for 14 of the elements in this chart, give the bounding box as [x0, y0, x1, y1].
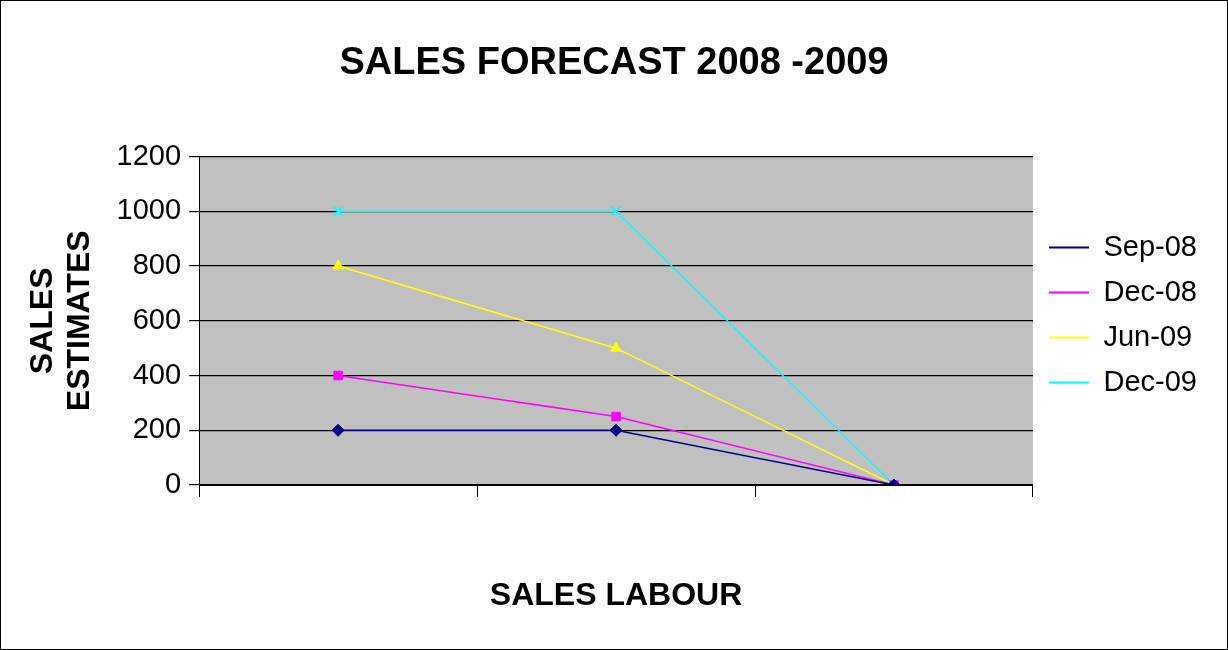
- legend-label: Sep-08: [1103, 229, 1197, 262]
- y-tick-label: 600: [132, 302, 182, 335]
- y-tick-label: 1200: [116, 138, 182, 171]
- legend-label: Dec-08: [1103, 274, 1197, 307]
- y-tick-label: 200: [132, 412, 182, 445]
- y-tick-label: 400: [132, 357, 182, 390]
- legend-label: Jun-09: [1103, 319, 1193, 352]
- legend-label: Dec-09: [1103, 364, 1197, 397]
- y-axis-title: SALES ESTIMATES: [23, 230, 97, 412]
- x-axis-title: SALES LABOUR: [489, 575, 743, 612]
- y-tick-label: 800: [132, 248, 182, 281]
- y-tick-label: 1000: [116, 193, 182, 226]
- y-tick-label: 0: [164, 467, 182, 499]
- chart-title: SALES FORECAST 2008 -2009: [339, 40, 889, 83]
